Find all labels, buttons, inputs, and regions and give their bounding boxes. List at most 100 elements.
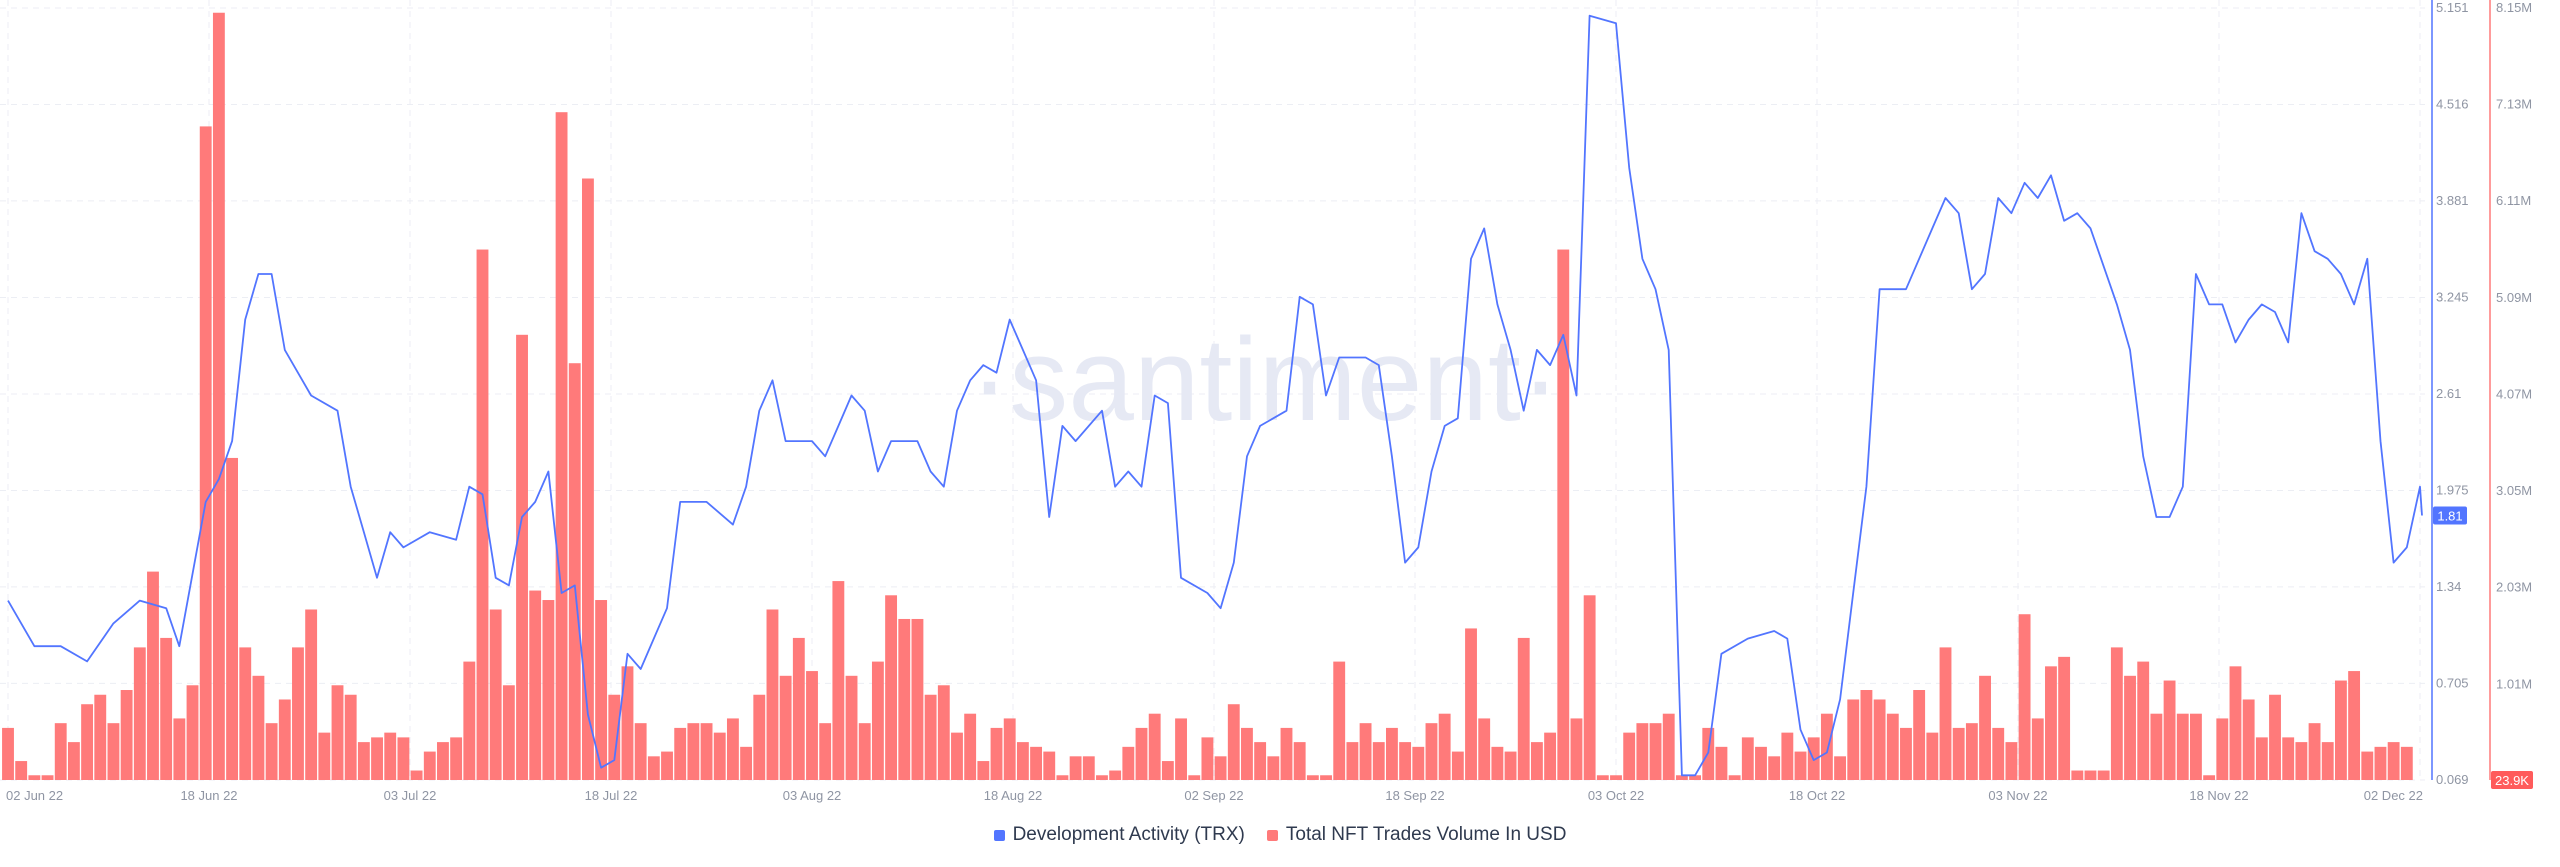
nft-volume-bar bbox=[2018, 614, 2031, 780]
right-axis-tick-label: 5.09M bbox=[2496, 290, 2532, 305]
nft-volume-bar bbox=[173, 718, 186, 780]
legend-swatch-red bbox=[1266, 829, 1278, 841]
nft-volume-bar bbox=[1675, 775, 1688, 780]
nft-volume-bar bbox=[1188, 775, 1201, 780]
nft-volume-bar bbox=[1214, 756, 1227, 780]
nft-volume-bar bbox=[2216, 718, 2229, 780]
nft-volume-bar bbox=[463, 661, 476, 780]
nft-volume-bar bbox=[871, 661, 884, 780]
legend-label-development-activity: Development Activity (TRX) bbox=[1012, 824, 1245, 845]
nft-volume-bar bbox=[1939, 647, 1952, 780]
nft-volume-bar bbox=[1016, 742, 1029, 780]
nft-volume-bar bbox=[1201, 737, 1214, 780]
left-axis-tick-label: 5.151 bbox=[2436, 0, 2469, 15]
nft-volume-bar bbox=[1952, 727, 1965, 780]
nft-volume-bar bbox=[1306, 775, 1319, 780]
nft-volume-bar bbox=[2334, 680, 2347, 780]
nft-volume-bar bbox=[133, 647, 146, 780]
nft-volume-bar bbox=[371, 737, 383, 780]
badges-layer: 1.81 23.9K bbox=[2433, 506, 2533, 789]
nft-volume-bar bbox=[1979, 675, 1991, 780]
nft-volume-bar bbox=[2163, 680, 2176, 780]
nft-volume-bar bbox=[1465, 628, 1477, 780]
legend-item-development-activity[interactable]: Development Activity (TRX) bbox=[993, 824, 1245, 846]
bars-layer bbox=[2, 12, 2413, 781]
right-axis-tick-label: 6.11M bbox=[2496, 193, 2531, 208]
nft-volume-bar bbox=[54, 723, 67, 780]
nft-volume-bar bbox=[318, 732, 331, 780]
x-axis-tick-label: 02 Dec 22 bbox=[2364, 788, 2423, 803]
nft-volume-bar bbox=[212, 12, 225, 780]
nft-volume-bar bbox=[542, 600, 555, 780]
nft-volume-bar bbox=[1122, 746, 1135, 780]
nft-volume-bar bbox=[1504, 751, 1517, 780]
x-axis-tick-label: 02 Jun 22 bbox=[6, 788, 63, 803]
right-axis-tick-label: 8.15M bbox=[2496, 0, 2532, 15]
nft-volume-bar bbox=[621, 666, 634, 780]
nft-volume-bar bbox=[766, 609, 779, 780]
right-axis-tick-label: 1.01M bbox=[2496, 676, 2532, 691]
nft-volume-bar bbox=[1820, 713, 1833, 780]
nft-volume-bar bbox=[1425, 723, 1438, 780]
nft-volume-bar bbox=[2348, 671, 2361, 780]
nft-volume-bar bbox=[1544, 732, 1557, 780]
nft-volume-bar bbox=[357, 742, 370, 780]
left-axis-tick-label: 0.069 bbox=[2436, 772, 2469, 787]
nft-volume-bar bbox=[2005, 742, 2018, 780]
nft-volume-bar bbox=[1241, 727, 1253, 780]
nft-volume-bar bbox=[2387, 742, 2400, 780]
nft-volume-bar bbox=[1992, 727, 2005, 780]
right-axis-tick-label: 3.05M bbox=[2496, 483, 2532, 498]
grid-layer bbox=[0, 0, 2425, 781]
nft-volume-bar bbox=[806, 671, 818, 780]
nft-volume-bar bbox=[779, 675, 792, 780]
nft-volume-bar bbox=[2308, 723, 2321, 780]
nft-volume-bar bbox=[67, 742, 80, 780]
nft-volume-bar bbox=[516, 334, 528, 780]
nft-volume-bar bbox=[753, 694, 766, 780]
nft-volume-bar bbox=[911, 618, 924, 780]
nft-volume-bar bbox=[1755, 746, 1767, 780]
nft-volume-bar bbox=[94, 694, 107, 780]
nft-volume-bar bbox=[529, 590, 542, 780]
nft-volume-bar bbox=[2031, 718, 2044, 780]
x-axis-tick-label: 18 Oct 22 bbox=[1789, 788, 1845, 803]
nft-volume-bar bbox=[1451, 751, 1464, 780]
nft-volume-bar bbox=[1926, 732, 1939, 780]
left-axis-tick-label: 3.881 bbox=[2436, 193, 2469, 208]
nft-volume-bar bbox=[924, 694, 937, 780]
nft-volume-bar bbox=[2058, 656, 2071, 780]
nft-volume-bar bbox=[2242, 699, 2255, 780]
nft-volume-bar bbox=[1333, 661, 1346, 780]
nft-volume-bar bbox=[2190, 713, 2202, 780]
nft-volume-bar bbox=[2, 727, 14, 780]
left-axis-tick-label: 0.705 bbox=[2436, 675, 2469, 690]
nft-volume-bar bbox=[265, 723, 278, 780]
nft-volume-bar bbox=[1280, 727, 1293, 780]
nft-volume-bar bbox=[858, 723, 871, 780]
nft-volume-bar bbox=[687, 723, 700, 780]
nft-volume-bar bbox=[147, 571, 159, 780]
x-axis-tick-label: 18 Sep 22 bbox=[1385, 788, 1444, 803]
nft-volume-bar bbox=[1689, 775, 1702, 780]
legend-swatch-blue bbox=[993, 829, 1005, 841]
nft-volume-bar bbox=[1109, 770, 1122, 780]
x-axis-tick-label: 02 Sep 22 bbox=[1184, 788, 1243, 803]
nft-volume-bar bbox=[2255, 737, 2268, 780]
nft-volume-bar bbox=[397, 737, 410, 780]
nft-volume-bar bbox=[1478, 718, 1491, 780]
nft-volume-bar bbox=[1965, 723, 1978, 780]
nft-volume-bar bbox=[937, 685, 950, 780]
nft-volume-bar bbox=[2137, 661, 2150, 780]
right-axis-tick-label: 7.13M bbox=[2496, 97, 2532, 112]
nft-volume-bar bbox=[1517, 637, 1530, 780]
nft-volume-bar bbox=[1386, 727, 1398, 780]
nft-volume-bar bbox=[1847, 699, 1860, 780]
left-axis-tick-label: 4.516 bbox=[2436, 96, 2469, 111]
line-layer bbox=[7, 14, 2423, 777]
nft-volume-bar bbox=[2229, 666, 2242, 780]
left-axis-tick-label: 1.975 bbox=[2436, 482, 2469, 497]
nft-volume-bar bbox=[305, 609, 318, 780]
nft-volume-bar bbox=[990, 727, 1003, 780]
legend-item-nft-volume[interactable]: Total NFT Trades Volume In USD bbox=[1266, 824, 1566, 846]
